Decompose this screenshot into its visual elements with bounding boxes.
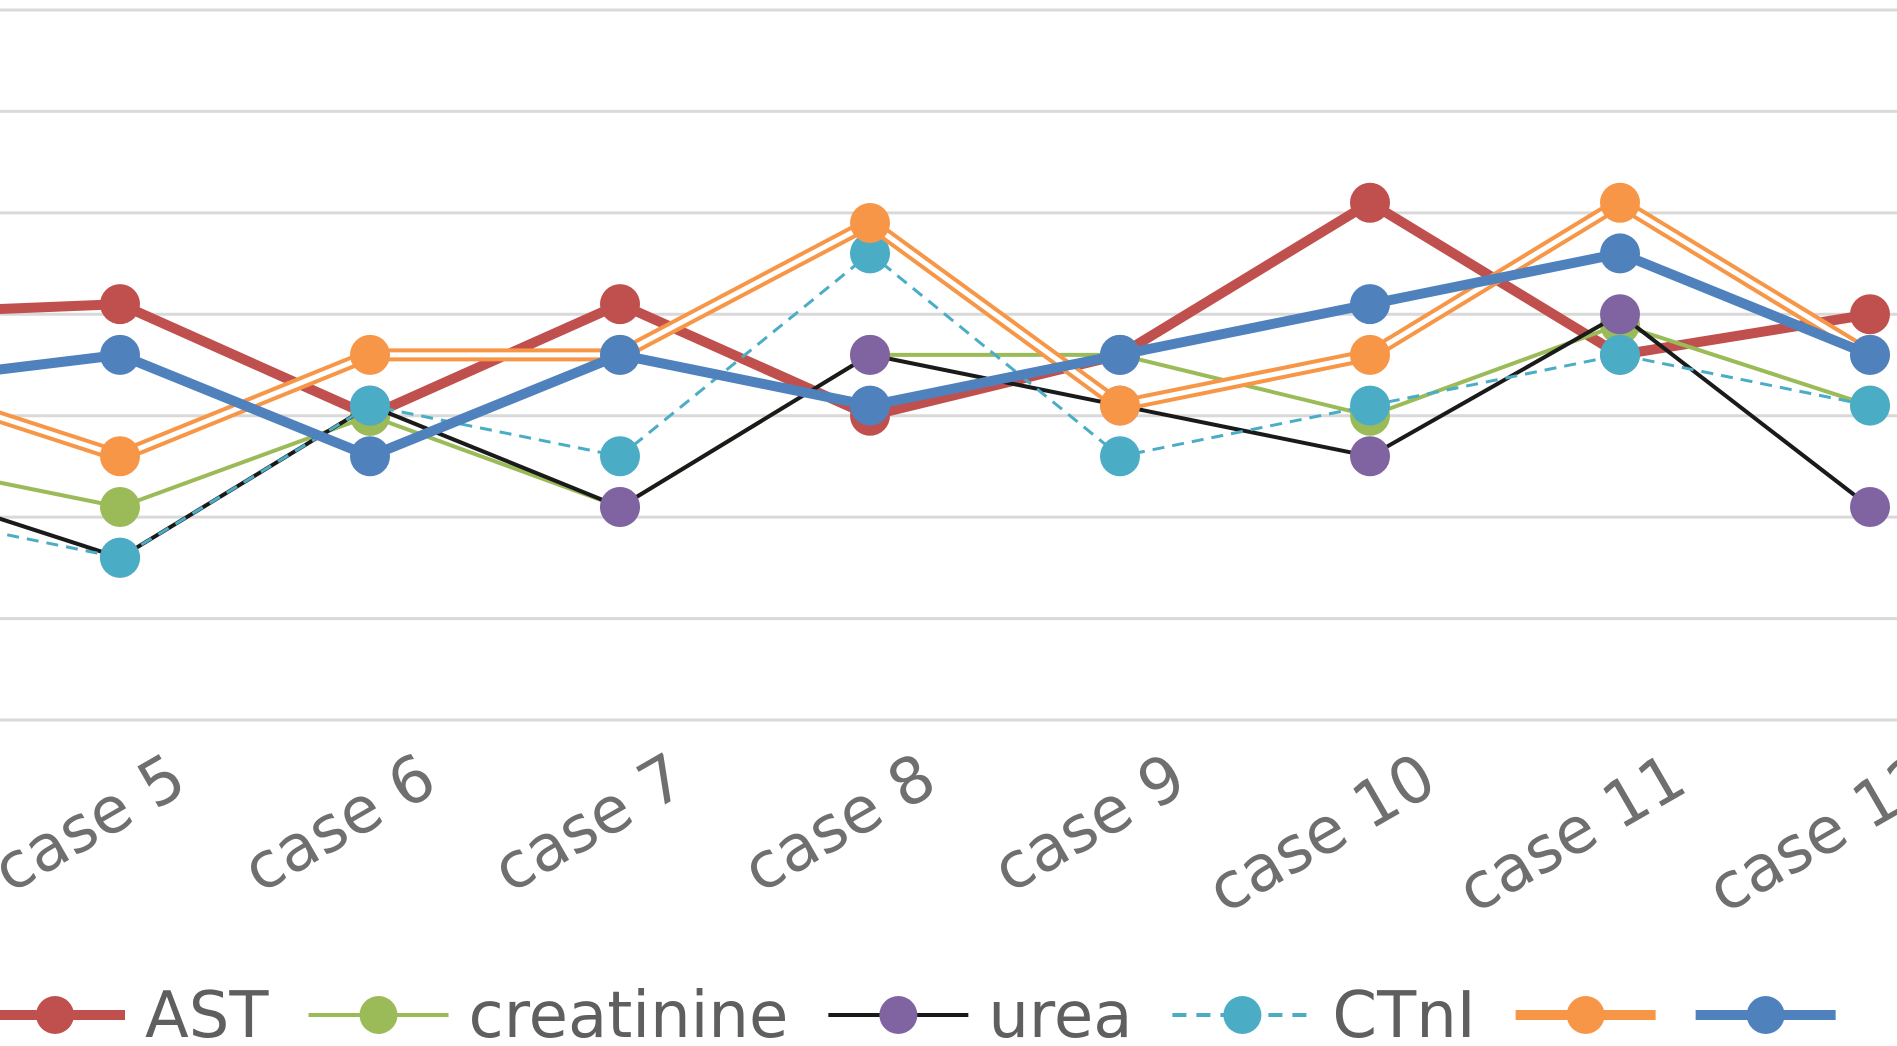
data-point (600, 284, 640, 325)
legend-item: creatinine (308, 979, 789, 1046)
data-point (100, 537, 140, 578)
category-label: case 12 (1695, 740, 1897, 929)
series-line (0, 251, 1871, 560)
data-point (850, 233, 890, 274)
data-point (1350, 334, 1390, 375)
data-point (1100, 436, 1140, 477)
legend-swatch-marker (879, 996, 918, 1034)
data-point (1600, 182, 1640, 223)
series-line (0, 197, 1871, 421)
legend-label: CTnI (1332, 979, 1475, 1046)
legend-swatch-marker (1746, 996, 1785, 1034)
data-point (600, 334, 640, 375)
legend-label: AST (145, 979, 269, 1046)
data-point (1350, 284, 1390, 325)
category-label: case 10 (1195, 740, 1448, 929)
legend-swatch-marker (1566, 996, 1605, 1034)
legend-swatch-marker (359, 996, 398, 1034)
legend: AST creatinine urea CTnI (0, 979, 1836, 1046)
legend-item: AST (0, 979, 269, 1046)
data-point (1350, 182, 1390, 223)
data-point (850, 334, 890, 375)
data-point (1100, 334, 1140, 375)
data-point (600, 487, 640, 527)
data-point (1600, 233, 1640, 274)
data-point (100, 487, 140, 527)
data-point (100, 436, 140, 477)
data-point (100, 334, 140, 375)
data-point (1850, 334, 1890, 375)
category-label: case 11 (1445, 740, 1698, 929)
legend-label: urea (988, 979, 1132, 1046)
series-layer (0, 182, 1890, 578)
legend-item (1515, 996, 1656, 1034)
legend-swatch-marker (36, 996, 74, 1034)
data-point (100, 284, 140, 325)
data-point (1350, 436, 1390, 477)
data-point (1600, 334, 1640, 375)
data-point (1600, 294, 1640, 335)
category-label: case 5 (0, 740, 198, 908)
series-line (0, 312, 1872, 560)
data-point (1850, 294, 1890, 335)
data-point (350, 334, 390, 375)
data-point (600, 436, 640, 477)
series-ctni (0, 233, 1890, 578)
category-label: case 7 (481, 740, 698, 908)
category-label: case 9 (981, 740, 1198, 908)
series-unnamed-5 (0, 233, 1890, 477)
data-point (1350, 385, 1390, 426)
category-label: case 8 (731, 740, 948, 908)
data-point (850, 203, 890, 243)
gridlines (0, 8, 1897, 722)
category-label: case 6 (231, 740, 448, 908)
data-point (850, 385, 890, 426)
data-point (350, 436, 390, 477)
legend-item: CTnI (1172, 979, 1476, 1046)
legend-label: creatinine (469, 979, 789, 1046)
data-point (1100, 385, 1140, 426)
data-point (350, 385, 390, 426)
data-point (1850, 487, 1890, 527)
data-point (1850, 385, 1890, 426)
legend-swatch-marker (1223, 996, 1262, 1034)
legend-item: urea (828, 979, 1132, 1046)
legend-item (1695, 996, 1836, 1034)
series-unnamed-4 (0, 182, 1890, 477)
